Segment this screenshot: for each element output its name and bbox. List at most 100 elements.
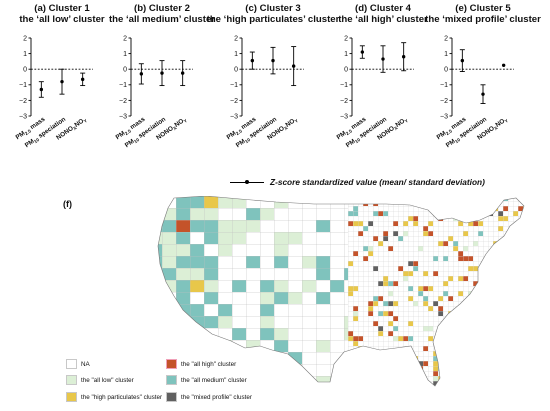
county-region: [288, 244, 302, 256]
county-region: [383, 201, 388, 206]
county-region: [438, 341, 443, 346]
county-region: [478, 326, 483, 331]
county-region: [348, 236, 353, 241]
county-region: [330, 256, 344, 268]
county-region: [383, 211, 388, 216]
county-region: [448, 391, 453, 396]
county-region: [448, 366, 453, 371]
county-region: [533, 276, 538, 281]
y-tick-label: 1: [123, 51, 127, 58]
county-region: [443, 241, 448, 246]
y-tick-label: 0: [123, 67, 127, 74]
county-region: [453, 246, 458, 251]
county-region: [498, 251, 503, 256]
county-region: [438, 196, 443, 201]
county-region: [368, 226, 373, 231]
county-region: [533, 266, 538, 271]
county-region: [403, 196, 408, 201]
county-region: [353, 256, 358, 261]
county-region: [523, 231, 524, 236]
county-region: [433, 386, 438, 391]
county-region: [488, 321, 493, 326]
county-region: [378, 351, 383, 356]
county-region: [493, 341, 498, 346]
county-region: [373, 296, 378, 301]
county-region: [493, 386, 498, 391]
category-label-part: PM: [436, 130, 448, 141]
county-region: [302, 220, 316, 232]
county-region: [458, 391, 463, 396]
county-region: [408, 376, 413, 381]
county-region: [373, 241, 378, 246]
county-region: [388, 306, 393, 311]
county-region: [483, 331, 488, 336]
county-region: [363, 221, 368, 226]
county-region: [518, 256, 523, 261]
county-region: [418, 281, 423, 286]
county-region: [478, 211, 483, 216]
county-region: [453, 261, 458, 266]
category-label-part: PM: [15, 130, 27, 141]
county-region: [478, 276, 483, 281]
county-region: [363, 261, 368, 266]
county-region: [162, 208, 176, 220]
county-region: [190, 220, 204, 232]
county-region: [533, 371, 538, 376]
county-region: [358, 341, 363, 346]
county-region: [503, 331, 508, 336]
county-region: [523, 216, 524, 221]
county-region: [373, 281, 378, 286]
county-region: [443, 301, 448, 306]
county-region: [433, 321, 438, 326]
county-region: [260, 232, 274, 244]
county-region: [543, 366, 548, 371]
county-region: [543, 236, 548, 241]
county-region: [232, 328, 246, 340]
county-region: [468, 296, 473, 301]
county-region: [393, 261, 398, 266]
county-region: [473, 236, 478, 241]
county-region: [162, 328, 176, 340]
county-region: [428, 301, 433, 306]
panel-title: the ‘mixed profile’ cluster: [425, 14, 541, 25]
county-region: [453, 346, 458, 351]
county-region: [438, 211, 443, 216]
county-region: [438, 276, 443, 281]
county-region: [423, 351, 428, 356]
county-region: [528, 296, 533, 301]
county-region: [543, 231, 548, 236]
county-region: [538, 236, 543, 241]
county-region: [448, 336, 453, 341]
county-region: [438, 251, 443, 256]
category-label-part: 10: [244, 137, 251, 144]
county-region: [383, 286, 388, 291]
errorbar-legend-label: Z-score standardized value (mean/ standa…: [270, 177, 485, 187]
county-region: [478, 256, 483, 261]
county-region: [503, 241, 508, 246]
county-region: [433, 316, 438, 321]
category-label-part: 10: [454, 137, 461, 144]
county-region: [493, 371, 498, 376]
county-region: [232, 208, 246, 220]
county-region: [518, 341, 523, 346]
county-region: [508, 271, 513, 276]
county-region: [538, 376, 543, 381]
county-region: [518, 386, 523, 391]
county-region: [438, 216, 443, 221]
county-region: [246, 316, 260, 328]
county-region: [443, 391, 448, 396]
county-region: [316, 364, 330, 376]
county-region: [418, 261, 423, 266]
county-region: [528, 331, 533, 336]
county-region: [418, 386, 423, 391]
county-region: [373, 236, 378, 241]
county-region: [330, 244, 344, 256]
county-region: [363, 286, 368, 291]
county-region: [523, 331, 524, 336]
county-region: [408, 221, 413, 226]
county-region: [518, 236, 523, 241]
county-region: [158, 268, 162, 280]
county-region: [523, 286, 524, 291]
county-region: [433, 361, 438, 366]
county-region: [348, 276, 353, 281]
